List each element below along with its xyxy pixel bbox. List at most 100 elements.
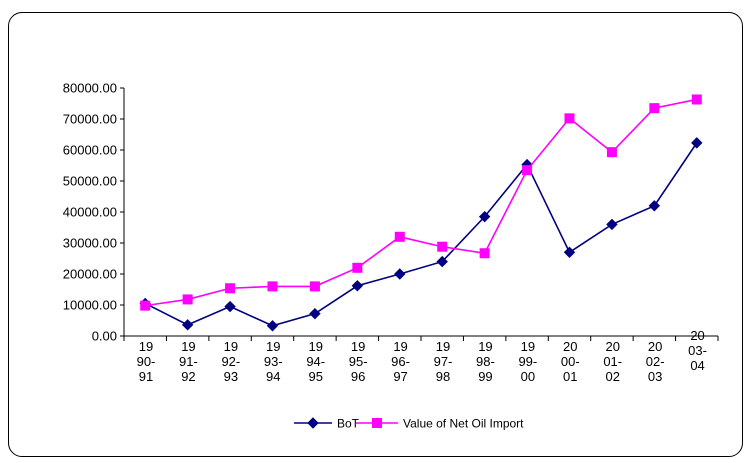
x-tick-label-line: 98- xyxy=(476,354,495,369)
data-point xyxy=(224,300,236,313)
data-point xyxy=(140,300,151,311)
y-tick-label: 0.00 xyxy=(92,329,117,344)
x-tick-label-line: 00 xyxy=(521,369,535,384)
y-axis-ticks: 0.00 10000.00 20000.00 30000.00 40000.00 5000… xyxy=(63,81,124,344)
data-point xyxy=(394,268,406,280)
x-tick-label-line: 19 xyxy=(139,339,153,354)
series-net-oil-import xyxy=(140,94,702,311)
x-tick-label-line: 02 xyxy=(605,369,619,384)
x-tick-label-line: 93 xyxy=(224,369,238,384)
x-tick-label: 20 03-04 xyxy=(688,328,707,373)
y-tick-label: 60000.00 xyxy=(63,143,117,158)
y-tick-label: 80000.00 xyxy=(63,81,117,96)
data-point xyxy=(351,280,364,292)
x-tick-label-line: 20 xyxy=(563,339,577,354)
data-point xyxy=(479,248,490,259)
series-layer xyxy=(139,94,703,332)
x-tick-label-line: 20 xyxy=(605,339,619,354)
x-tick-label-line: 97 xyxy=(393,369,407,384)
x-tick-label-line: 01 xyxy=(563,369,577,384)
x-tick-label-line: 91 xyxy=(139,369,153,384)
y-tick-label: 40000.00 xyxy=(63,205,117,220)
data-point xyxy=(564,113,575,124)
data-point xyxy=(394,231,405,242)
data-point xyxy=(648,200,661,212)
series-line xyxy=(145,98,697,307)
x-tick-label-line: 96- xyxy=(391,354,410,369)
legend-marker xyxy=(307,417,319,429)
axes xyxy=(123,88,718,337)
x-tick-label: 19 99-00 xyxy=(518,339,537,384)
x-tick-label: 19 93-94 xyxy=(264,339,283,384)
x-tick-label-line: 19 xyxy=(266,339,280,354)
x-tick-label-line: 19 xyxy=(436,339,450,354)
x-tick-label-line: 20 xyxy=(690,328,704,343)
data-point xyxy=(225,283,236,294)
legend-item: Value of Net Oil Import xyxy=(356,417,524,431)
chart-frame xyxy=(8,12,743,457)
data-point xyxy=(606,147,617,158)
x-tick-label-line: 03- xyxy=(688,343,707,358)
legend: BoT Value of Net Oil Import xyxy=(294,417,524,431)
data-point xyxy=(436,255,448,268)
x-tick-label: 19 97-98 xyxy=(434,339,453,384)
x-tick-label: 20 02-03 xyxy=(646,339,665,384)
x-tick-label-line: 95 xyxy=(308,369,322,384)
data-point xyxy=(691,137,703,149)
x-tick-label-line: 19 xyxy=(393,339,407,354)
x-tick-label-line: 04 xyxy=(690,358,704,373)
x-tick-label-line: 94 xyxy=(266,369,280,384)
x-tick-label: 19 94-95 xyxy=(306,339,325,384)
x-tick-label-line: 97- xyxy=(434,354,453,369)
x-tick-label-line: 99- xyxy=(518,354,537,369)
series-bot xyxy=(139,137,703,332)
x-tick-label-line: 19 xyxy=(224,339,238,354)
x-tick-label-line: 20 xyxy=(648,339,662,354)
x-tick-label-line: 19 xyxy=(351,339,365,354)
x-tick-label: 20 01-02 xyxy=(603,339,622,384)
data-point xyxy=(437,241,448,252)
x-tick-label-line: 00- xyxy=(561,354,580,369)
data-point xyxy=(181,319,194,331)
legend-label: Value of Net Oil Import xyxy=(403,417,524,431)
y-tick-label: 20000.00 xyxy=(63,267,117,282)
legend-marker xyxy=(372,418,382,428)
data-point xyxy=(478,210,491,223)
x-tick-label-line: 91- xyxy=(179,354,198,369)
x-tick-label: 20 00-01 xyxy=(561,339,580,384)
x-tick-label: 19 95-96 xyxy=(349,339,368,384)
series-line xyxy=(144,142,698,327)
x-tick-label-line: 90- xyxy=(137,354,156,369)
x-tick-label-line: 96 xyxy=(351,369,365,384)
data-point xyxy=(182,294,193,305)
x-tick-label-line: 94- xyxy=(306,354,325,369)
x-tick-label-line: 19 xyxy=(521,339,535,354)
x-tick-label-line: 92- xyxy=(221,354,240,369)
x-tick-label: 19 96-97 xyxy=(391,339,410,384)
x-tick-label-line: 92 xyxy=(181,369,195,384)
legend-label: BoT xyxy=(337,417,360,431)
y-tick-label: 10000.00 xyxy=(63,298,117,313)
data-point xyxy=(691,94,702,105)
x-tick-label-line: 01- xyxy=(603,354,622,369)
x-tick-label-line: 19 xyxy=(308,339,322,354)
y-tick-label: 70000.00 xyxy=(63,112,117,127)
x-tick-label-line: 03 xyxy=(648,369,662,384)
data-point xyxy=(309,307,321,320)
y-tick-label: 30000.00 xyxy=(63,236,117,251)
data-point xyxy=(267,281,278,292)
x-tick-label: 19 91-92 xyxy=(179,339,198,384)
data-point xyxy=(309,281,320,292)
x-tick-label-line: 02- xyxy=(646,354,665,369)
x-tick-label-line: 19 xyxy=(478,339,492,354)
data-point xyxy=(606,218,618,231)
x-tick-label-line: 99 xyxy=(478,369,492,384)
y-tick-label: 50000.00 xyxy=(63,174,117,189)
x-tick-label-line: 19 xyxy=(181,339,195,354)
x-tick-label: 19 98-99 xyxy=(476,339,495,384)
data-point xyxy=(266,320,279,332)
data-point xyxy=(649,103,660,114)
data-point xyxy=(352,262,363,273)
